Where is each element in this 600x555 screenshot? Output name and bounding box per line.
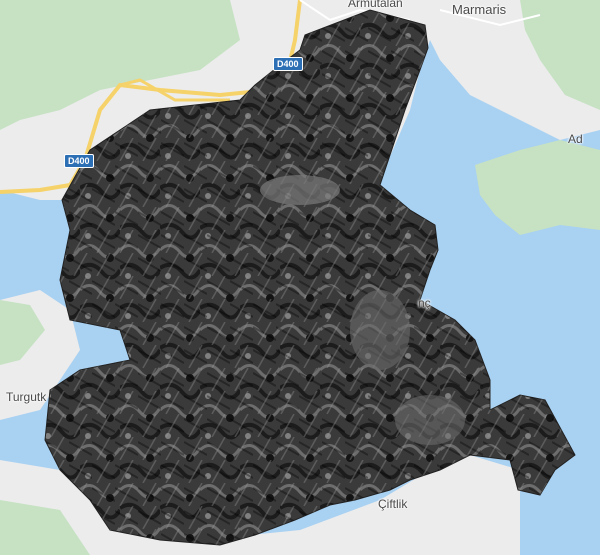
land-island-east	[475, 140, 600, 235]
place-label-ciftlik: Çiftlik	[378, 497, 408, 511]
road-branch	[119, 78, 230, 102]
road-shield-d400-north: D400	[273, 57, 303, 71]
overlay-light-patch	[260, 175, 340, 205]
forest-north	[0, 0, 240, 130]
forest-ne	[520, 0, 600, 110]
place-label-armutalan: Armutalan	[348, 0, 403, 10]
overlay-light-patch	[395, 395, 465, 445]
place-label-inc: nç	[418, 296, 431, 310]
forest-west	[0, 300, 45, 365]
place-label-marmaris: Marmaris	[452, 2, 507, 17]
forest-south	[0, 500, 90, 555]
overlay-light-patch	[350, 290, 410, 370]
road-shield-d400-west: D400	[64, 154, 94, 168]
place-label-turgutk: Turgutk	[6, 390, 47, 404]
place-label-ad: Ad	[568, 132, 583, 146]
